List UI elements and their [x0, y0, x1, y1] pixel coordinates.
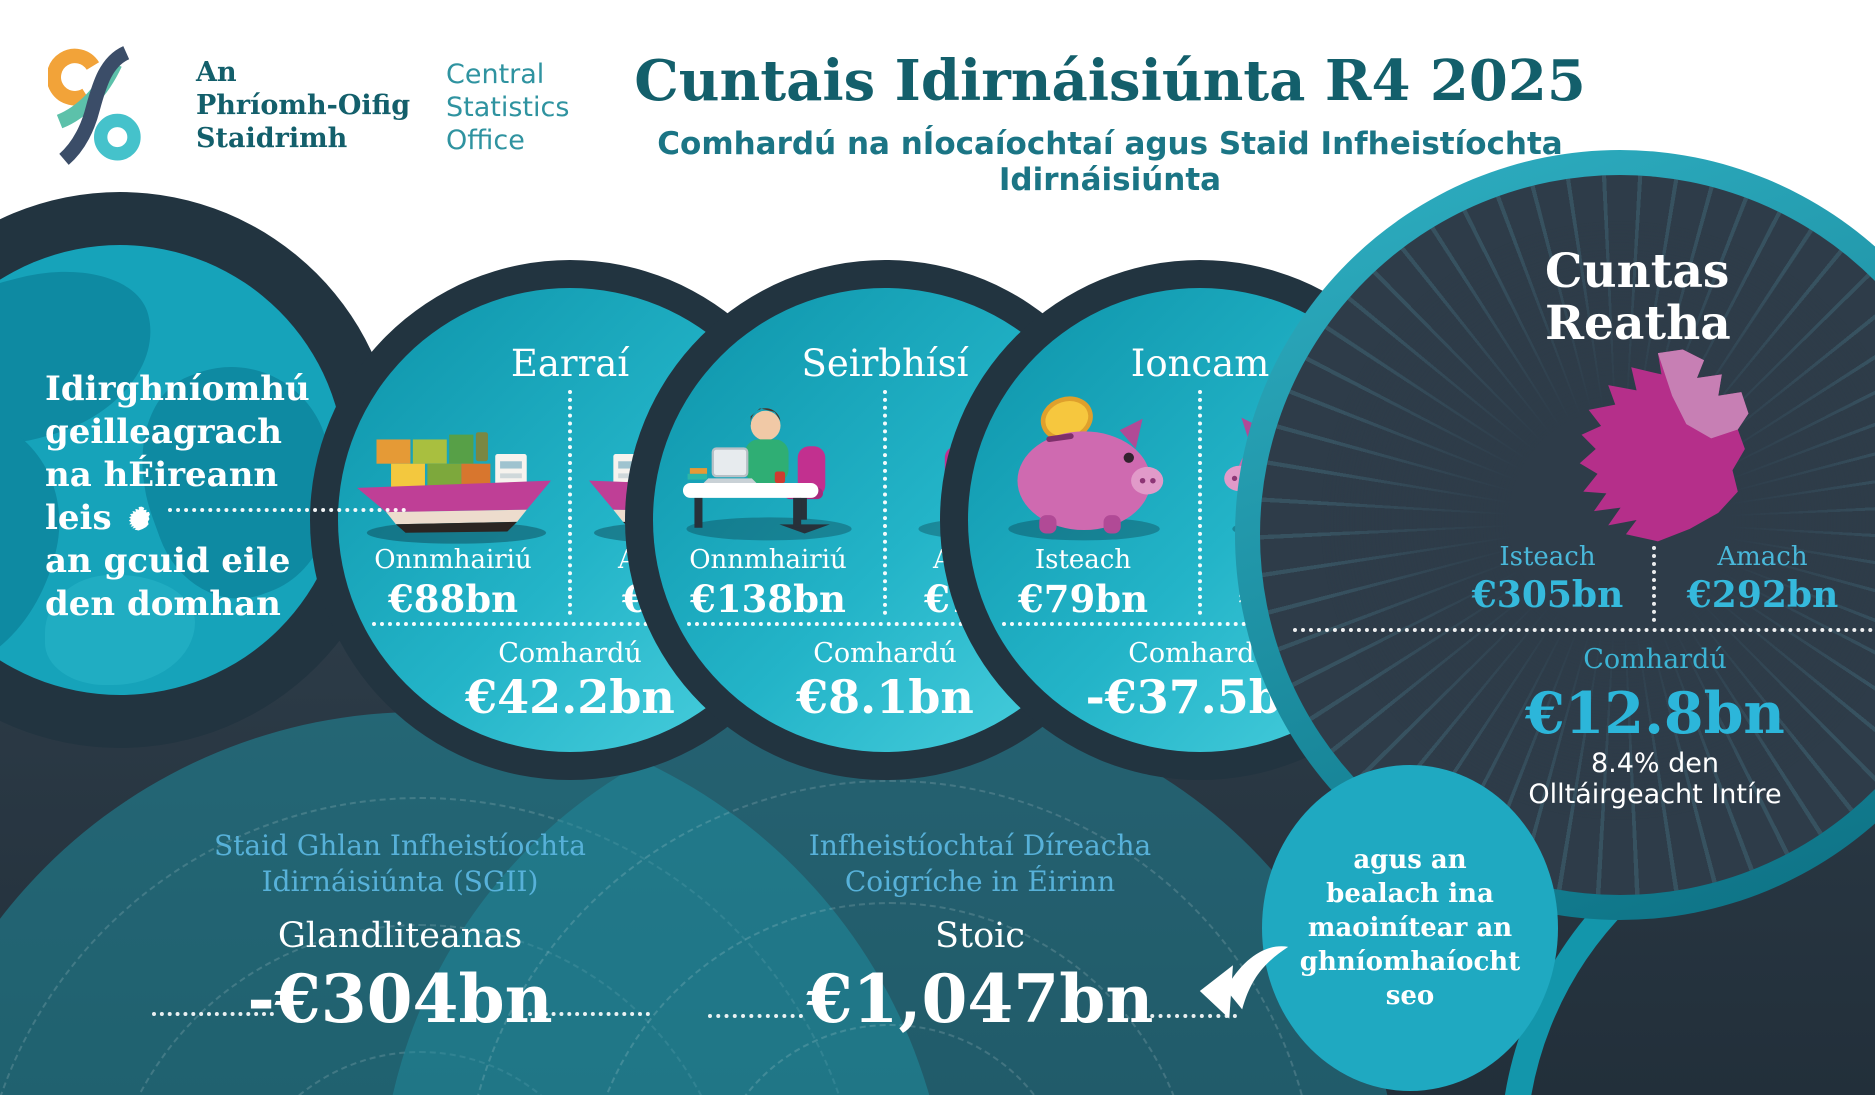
- balance-label: Comhardú: [498, 638, 642, 669]
- dotted-connector: [168, 508, 406, 512]
- current-account-title-line: Reatha: [1545, 296, 1731, 351]
- gdp-share-note: 8.4% den: [1590, 748, 1720, 779]
- balance-label: Comhardú: [1583, 644, 1727, 675]
- dotted-divider: [883, 390, 887, 615]
- heading-line: Staid Ghlan Infheistíochta: [214, 829, 586, 862]
- funding-note-bubble: agus an bealach ina maoinítear an ghníom…: [1262, 765, 1558, 1091]
- dotted-divider: [1652, 546, 1656, 622]
- curved-arrow-icon: [1198, 928, 1290, 1043]
- fdi-heading: Infheistíochtaí Díreacha Coigríche in Éi…: [700, 828, 1260, 900]
- agency-irish-line: An: [196, 57, 237, 88]
- inflow-label: Isteach: [1034, 545, 1132, 575]
- dotted-separator: [1293, 628, 1875, 632]
- outflow-value: €292bn: [1686, 574, 1839, 616]
- globe-caption-line: na hÉireann: [45, 455, 279, 495]
- globe-caption: Idirghníomhú geilleagrach na hÉireann le…: [45, 368, 345, 626]
- heading-line: Infheistíochtaí Díreacha: [808, 829, 1152, 862]
- inflow-value: €305bn: [1471, 574, 1624, 616]
- balance-value: €42.2bn: [465, 670, 675, 724]
- exports-value: €138bn: [690, 577, 846, 621]
- inflow-label: Isteach: [1499, 542, 1596, 572]
- globe-caption-line: den domhan: [45, 584, 281, 624]
- globe-caption-line: leis: [45, 498, 112, 538]
- dotted-flank: [528, 1012, 650, 1016]
- globe-circle: Idirghníomhú geilleagrach na hÉireann le…: [0, 192, 398, 748]
- balance-label: Comhardú: [813, 638, 957, 669]
- heading-line: Idirnáisiúnta (SGII): [261, 865, 539, 898]
- balance-value: €12.8bn: [1525, 680, 1785, 747]
- agency-irish-line: Phríomh-Oifig: [196, 90, 411, 121]
- stocks-label: Stoic: [935, 916, 1025, 956]
- inflow-value: €79bn: [1017, 577, 1148, 621]
- exports-label: Onnmhairiú: [689, 545, 847, 575]
- cso-logo-icon: [48, 46, 141, 165]
- exports-label: Onnmhairiú: [374, 545, 532, 575]
- agency-irish-line: Staidrimh: [196, 123, 348, 154]
- agency-name-english: Central Statistics Office: [446, 58, 569, 157]
- outflow-label: Amach: [1717, 542, 1808, 572]
- funding-note-text: agus an bealach ina maoinítear an ghníom…: [1299, 845, 1521, 1011]
- fdi-block: Infheistíochtaí Díreacha Coigríche in Éi…: [700, 828, 1260, 1038]
- dotted-flank: [152, 1012, 274, 1016]
- globe-caption-line: an gcuid eile: [45, 541, 291, 581]
- person-at-desk-icon: [660, 382, 878, 548]
- current-account-title-line: Cuntas: [1545, 244, 1730, 299]
- dotted-flank: [708, 1014, 803, 1018]
- dotted-separator: [372, 622, 768, 626]
- exports-value: €88bn: [387, 577, 518, 621]
- dotted-separator: [1002, 622, 1398, 626]
- agency-english-line: Central: [446, 59, 545, 90]
- balance-label: Comhardú: [1128, 638, 1272, 669]
- agency-english-line: Office: [446, 125, 525, 156]
- balance-value: €8.1bn: [796, 670, 974, 724]
- stocks-value: €1,047bn: [806, 960, 1154, 1038]
- dotted-divider: [568, 390, 572, 615]
- piggy-bank-in-icon: [975, 382, 1193, 548]
- globe-caption-line: Idirghníomhú: [45, 369, 310, 409]
- ireland-mini-icon: [128, 506, 151, 532]
- dotted-separator: [687, 622, 1083, 626]
- agency-english-line: Statistics: [446, 92, 570, 123]
- heading-line: Coigríche in Éirinn: [844, 865, 1116, 898]
- cargo-ship-export-icon: [345, 391, 563, 549]
- agency-name-irish: An Phríomh-Oifig Staidrimh: [196, 56, 410, 155]
- goods-title: Earraí: [510, 342, 630, 385]
- net-liability-value: -€304bn: [247, 960, 553, 1038]
- current-account-title: Cuntas Reatha: [1545, 246, 1731, 350]
- gdp-share-note: Olltáirgeacht Intíre: [1528, 779, 1782, 810]
- page-subtitle: Comhardú na nÍocaíochtaí agus Staid Infh…: [657, 126, 1563, 198]
- net-investment-heading: Staid Ghlan Infheistíochta Idirnáisiúnta…: [120, 828, 680, 900]
- net-liability-label: Glandliteanas: [277, 916, 523, 956]
- services-title: Seirbhísí: [801, 342, 969, 385]
- dotted-flank: [1142, 1014, 1237, 1018]
- globe-caption-line: geilleagrach: [45, 412, 282, 452]
- income-title: Ioncam: [1130, 342, 1270, 385]
- world-globe-icon: [0, 245, 345, 695]
- net-investment-block: Staid Ghlan Infheistíochta Idirnáisiúnta…: [120, 828, 680, 1038]
- map-of-ireland-icon: [1565, 346, 1765, 552]
- page-title: Cuntais Idirnáisiúnta R4 2025: [634, 48, 1586, 114]
- dotted-divider: [1198, 390, 1202, 615]
